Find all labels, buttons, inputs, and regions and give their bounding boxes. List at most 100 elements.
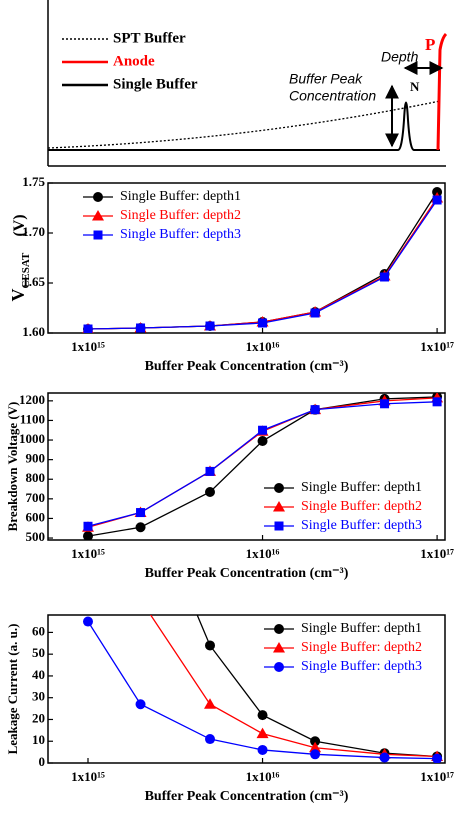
y-tick-label: 1.60 — [22, 324, 45, 339]
y-tick-label: 60 — [32, 623, 45, 638]
y-tick-label: 800 — [26, 470, 46, 485]
plot-series — [82, 475, 444, 763]
marker — [136, 475, 146, 485]
y-tick-label: 0 — [39, 754, 46, 769]
y-tick-label: 1.65 — [22, 274, 45, 289]
annotation: Depth — [381, 49, 419, 65]
series-line — [149, 615, 438, 758]
marker — [204, 486, 215, 497]
marker — [205, 321, 215, 331]
x-axis-label: Buffer Peak Concentration (cm⁻³) — [145, 359, 349, 374]
plot-series — [81, 393, 444, 540]
legend-label: Single Buffer: depth3 — [301, 659, 422, 674]
legend-label: Single Buffer: depth2 — [301, 640, 422, 655]
y-axis-label: VCESAT (V) — [8, 214, 31, 301]
series-line — [196, 615, 438, 758]
legend-marker — [273, 501, 285, 512]
marker — [82, 531, 93, 540]
single-curve — [48, 101, 440, 151]
marker — [258, 425, 268, 435]
marker — [82, 616, 93, 627]
marker — [204, 640, 215, 651]
marker — [257, 436, 268, 447]
legend-marker — [92, 210, 104, 221]
anode-curve — [436, 32, 448, 151]
marker — [310, 405, 320, 415]
legend-label: Anode — [113, 53, 155, 69]
y-tick-label: 700 — [26, 490, 46, 505]
x-tick-label: 1x10¹⁷ — [420, 546, 454, 561]
marker — [83, 324, 93, 333]
marker — [83, 521, 93, 531]
y-axis-label-part: V — [8, 289, 28, 302]
marker — [257, 744, 268, 755]
legend-marker — [273, 642, 285, 653]
marker — [135, 522, 146, 533]
spt-curve — [47, 100, 441, 149]
y-axis-label: Leakage Current (a. u.) — [5, 624, 20, 755]
plot-frame — [47, 614, 446, 764]
legend-label: SPT Buffer — [113, 30, 186, 46]
y-axis-label-part: CESAT — [20, 252, 32, 289]
marker — [310, 749, 321, 760]
legend-marker — [274, 662, 284, 672]
x-tick-label: 1x10¹⁷ — [420, 339, 454, 354]
marker — [135, 594, 147, 605]
marker — [432, 397, 442, 407]
y-tick-label: 1.75 — [22, 174, 45, 189]
y-axis-label: Breakdown Voltage (V) — [5, 402, 20, 532]
legend-marker — [274, 521, 284, 531]
x-axis-label: Buffer Peak Concentration (cm⁻³) — [145, 566, 349, 581]
legend-marker — [93, 230, 103, 240]
legend-marker — [93, 192, 103, 202]
x-tick-label: 1x10¹⁶ — [246, 546, 280, 561]
x-axis-label: Buffer Peak Concentration (cm⁻³) — [145, 789, 349, 804]
x-tick-label: 1x10¹⁵ — [71, 546, 105, 561]
annotation: Buffer Peak — [289, 71, 363, 87]
y-tick-label: 1.70 — [22, 224, 45, 239]
y-tick-label: 30 — [32, 689, 45, 704]
legend-label: Single Buffer: depth2 — [120, 208, 241, 223]
y-tick-label: 50 — [32, 645, 45, 660]
y-tick-label: 1100 — [20, 411, 45, 426]
legend-marker — [274, 624, 284, 634]
annotation: N — [410, 79, 420, 94]
marker — [379, 752, 390, 763]
y-tick-label: 600 — [26, 509, 46, 524]
y-tick-label: 40 — [32, 667, 45, 682]
legend-label: Single Buffer — [113, 76, 198, 92]
marker — [135, 699, 146, 710]
plot-frame — [47, 392, 446, 541]
y-tick-label: 900 — [26, 451, 46, 466]
legend-marker — [274, 483, 284, 493]
plot-frame — [47, 182, 446, 334]
y-axis-label-part: Breakdown Voltage (V) — [5, 402, 20, 532]
marker — [310, 736, 321, 747]
schematic — [47, 0, 448, 167]
y-axis-label-part: (V) — [11, 214, 28, 236]
legend-label: Single Buffer: depth3 — [120, 227, 241, 242]
x-tick-label: 1x10¹⁷ — [420, 769, 454, 784]
legend-label: Single Buffer: depth3 — [301, 518, 422, 533]
marker — [432, 753, 443, 763]
x-tick-label: 1x10¹⁵ — [71, 769, 105, 784]
y-tick-label: 20 — [32, 710, 45, 725]
y-tick-label: 10 — [32, 732, 45, 747]
y-axis-label-part: Leakage Current (a. u.) — [5, 624, 20, 755]
marker — [136, 508, 146, 518]
legend-label: Single Buffer: depth1 — [120, 189, 241, 204]
y-tick-label: 1200 — [19, 392, 45, 407]
y-tick-label: 1000 — [19, 431, 45, 446]
marker — [380, 272, 390, 282]
x-tick-label: 1x10¹⁶ — [246, 339, 280, 354]
marker — [258, 318, 268, 328]
marker — [309, 741, 322, 753]
marker — [256, 727, 269, 739]
plot-series — [82, 187, 444, 333]
marker — [204, 734, 215, 745]
y-tick-label: 500 — [26, 529, 46, 544]
legend-label: Single Buffer: depth1 — [301, 621, 422, 636]
annotation: P — [425, 35, 435, 54]
marker — [205, 466, 215, 476]
